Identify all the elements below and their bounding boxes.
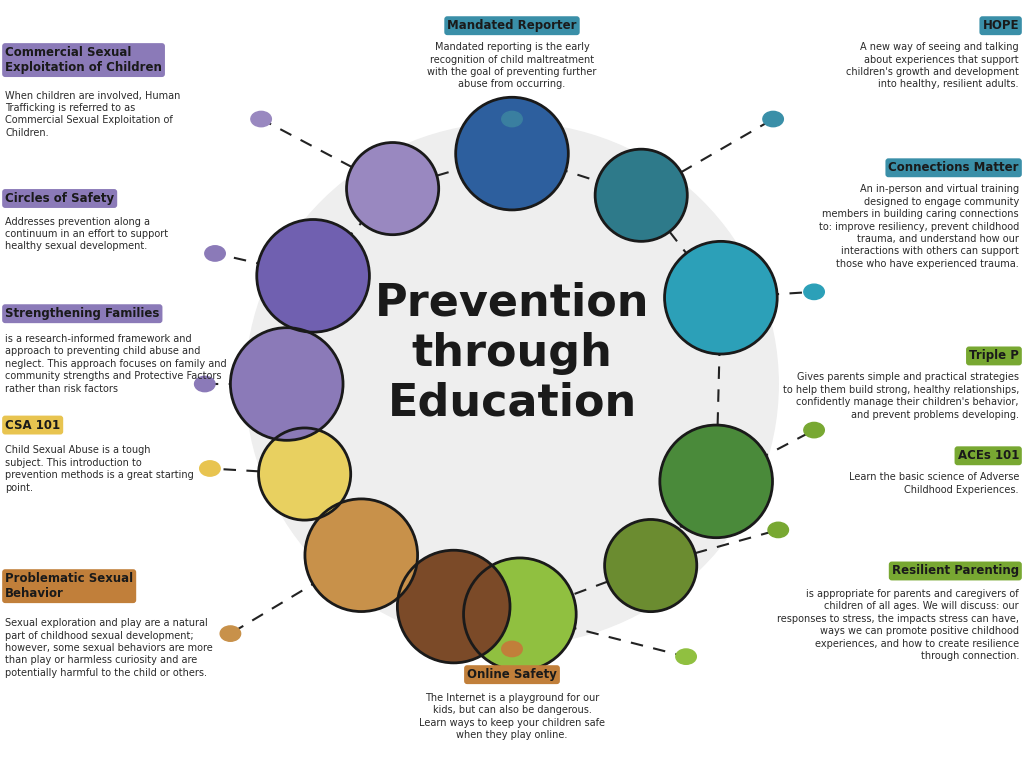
Text: Circles of Safety: Circles of Safety xyxy=(5,192,115,205)
Text: Gives parents simple and practical strategies
to help them build strong, healthy: Gives parents simple and practical strat… xyxy=(782,372,1019,419)
Circle shape xyxy=(804,284,824,300)
Ellipse shape xyxy=(230,328,343,440)
Text: The Internet is a playground for our
kids, but can also be dangerous.
Learn ways: The Internet is a playground for our kid… xyxy=(419,693,605,740)
Ellipse shape xyxy=(397,550,510,663)
Circle shape xyxy=(763,111,783,127)
Text: HOPE: HOPE xyxy=(982,19,1019,32)
Circle shape xyxy=(768,522,788,538)
Circle shape xyxy=(676,649,696,664)
Text: Learn the basic science of Adverse
Childhood Experiences.: Learn the basic science of Adverse Child… xyxy=(849,472,1019,495)
Text: Triple P: Triple P xyxy=(969,349,1019,362)
Circle shape xyxy=(804,422,824,438)
Ellipse shape xyxy=(659,425,772,538)
Text: CSA 101: CSA 101 xyxy=(5,419,60,432)
Text: A new way of seeing and talking
about experiences that support
children's growth: A new way of seeing and talking about ex… xyxy=(846,42,1019,89)
Text: ACEs 101: ACEs 101 xyxy=(957,449,1019,462)
Text: Connections Matter: Connections Matter xyxy=(889,161,1019,174)
Text: Sexual exploration and play are a natural
part of childhood sexual development;
: Sexual exploration and play are a natura… xyxy=(5,618,213,678)
Text: Commercial Sexual
Exploitation of Children: Commercial Sexual Exploitation of Childr… xyxy=(5,46,162,74)
Text: An in-person and virtual training
designed to engage community
members in buildi: An in-person and virtual training design… xyxy=(818,184,1019,269)
Ellipse shape xyxy=(346,143,438,235)
Ellipse shape xyxy=(246,123,778,645)
Text: is appropriate for parents and caregivers of
children of all ages. We will discu: is appropriate for parents and caregiver… xyxy=(777,589,1019,661)
Text: Mandated reporting is the early
recognition of child maltreatment
with the goal : Mandated reporting is the early recognit… xyxy=(427,42,597,89)
Text: Problematic Sexual
Behavior: Problematic Sexual Behavior xyxy=(5,572,133,600)
Text: Resilient Parenting: Resilient Parenting xyxy=(892,564,1019,578)
Text: Mandated Reporter: Mandated Reporter xyxy=(447,19,577,32)
Circle shape xyxy=(205,246,225,261)
Ellipse shape xyxy=(665,241,777,354)
Circle shape xyxy=(195,376,215,392)
Circle shape xyxy=(502,641,522,657)
Text: Child Sexual Abuse is a tough
subject. This introduction to
prevention methods i: Child Sexual Abuse is a tough subject. T… xyxy=(5,445,194,492)
Circle shape xyxy=(200,461,220,476)
Ellipse shape xyxy=(456,98,568,210)
Ellipse shape xyxy=(604,519,696,611)
Circle shape xyxy=(251,111,271,127)
Text: Online Safety: Online Safety xyxy=(467,668,557,681)
Text: When children are involved, Human
Trafficking is referred to as
Commercial Sexua: When children are involved, Human Traffi… xyxy=(5,91,180,137)
Ellipse shape xyxy=(464,558,577,670)
Text: Strengthening Families: Strengthening Families xyxy=(5,307,160,320)
Ellipse shape xyxy=(305,499,418,611)
Text: Addresses prevention along a
continuum in an effort to support
healthy sexual de: Addresses prevention along a continuum i… xyxy=(5,217,168,251)
Ellipse shape xyxy=(595,149,687,241)
Circle shape xyxy=(220,626,241,641)
Text: is a research-informed framework and
approach to preventing child abuse and
negl: is a research-informed framework and app… xyxy=(5,334,226,394)
Circle shape xyxy=(502,111,522,127)
Ellipse shape xyxy=(257,220,370,332)
Ellipse shape xyxy=(258,428,350,520)
Text: Prevention
through
Education: Prevention through Education xyxy=(375,282,649,425)
